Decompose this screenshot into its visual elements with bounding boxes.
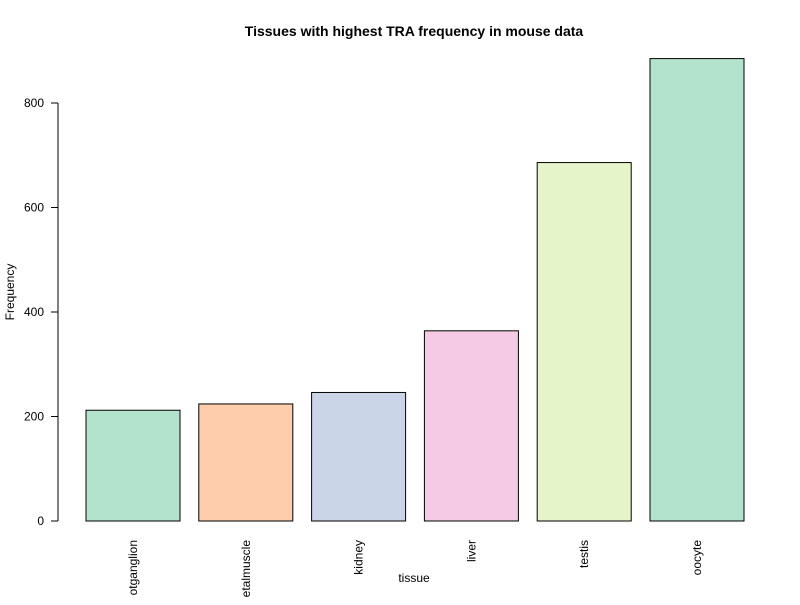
y-axis-label: Frequency [3,264,17,321]
y-tick-label: 400 [24,305,44,319]
bars-group [85,58,745,522]
bar-liver [423,330,519,522]
chart-title: Tissues with highest TRA frequency in mo… [245,23,584,39]
x-tick-label: kidney [352,540,366,575]
y-tick-label: 0 [37,514,44,528]
bar-kidney [311,391,407,522]
y-tick-label: 200 [24,410,44,424]
x-tick-label: etalmuscle [239,540,253,598]
x-tick-label: oocyte [690,540,704,576]
bar-rootganglion [85,409,181,522]
y-tick-label: 800 [24,96,44,110]
bar-oocyte [649,58,745,522]
y-tick-label: 600 [24,201,44,215]
y-axis: 0 200 400 600 800 [24,96,59,528]
bar-skeletalmuscle [198,403,294,522]
x-tick-label: liver [464,540,478,562]
x-axis-label: tissue [398,571,430,585]
x-tick-label: otganglion [126,540,140,595]
x-tick-label: testis [577,540,591,568]
bar-testis [536,162,632,522]
x-tick-labels: otganglion etalmuscle kidney liver testis ooc… [126,540,704,598]
